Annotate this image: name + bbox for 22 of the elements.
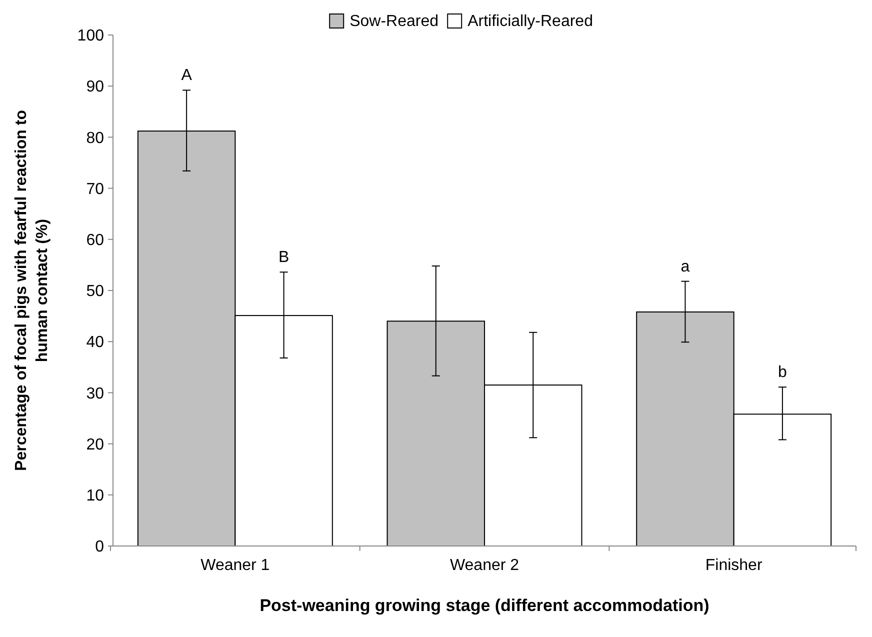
data-label: b — [778, 364, 787, 382]
x-tick-label: Weaner 1 — [200, 557, 270, 574]
y-tick-label: 50 — [86, 283, 104, 300]
data-label: a — [680, 258, 690, 276]
legend-label: Sow-Reared — [350, 13, 439, 30]
y-tick-label: 80 — [86, 130, 104, 147]
x-axis-title: Post-weaning growing stage (different accommodation) — [260, 596, 710, 615]
y-tick-label: 60 — [86, 232, 104, 249]
y-tick-label: 90 — [86, 78, 104, 96]
y-tick-label: 30 — [86, 385, 104, 402]
x-tick-label: Finisher — [705, 557, 763, 574]
x-tick-label: Weaner 2 — [450, 557, 520, 574]
y-tick-label: 0 — [95, 538, 104, 556]
y-tick-label: 20 — [86, 436, 104, 454]
data-label: B — [278, 249, 290, 266]
y-axis-title: Percentage of focal pigs with fearful reaction to human contact (%) — [13, 110, 51, 471]
y-tick-label: 10 — [86, 488, 104, 504]
y-tick-label: 40 — [86, 334, 104, 352]
y-tick-label: 100 — [77, 28, 104, 45]
y-tick-label: 70 — [86, 180, 104, 198]
legend-label: Artificially-Reared — [468, 13, 593, 30]
data-label: A — [181, 67, 192, 84]
